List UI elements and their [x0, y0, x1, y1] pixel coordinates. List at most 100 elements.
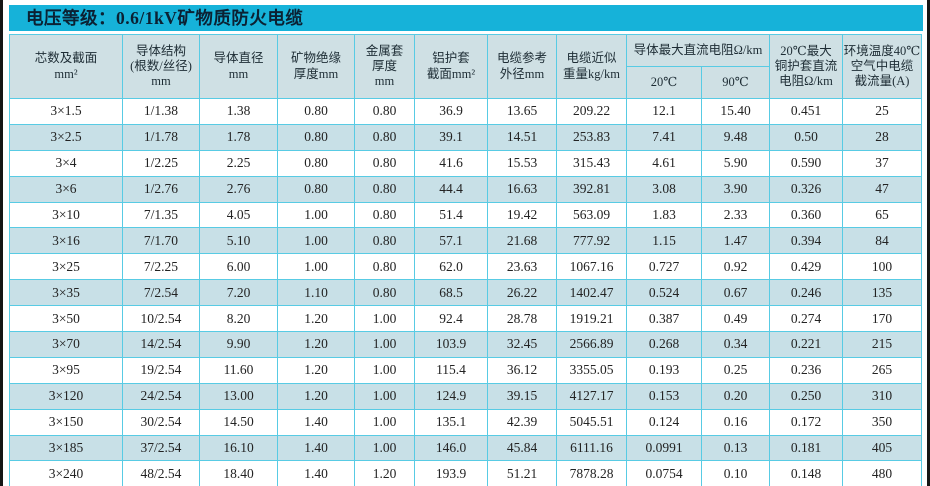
cell: 3×150 [9, 408, 123, 436]
header-mineral-insulation: 矿物绝缘 厚度mm [277, 34, 355, 99]
cell: 26.22 [487, 279, 557, 307]
cell: 103.9 [414, 331, 488, 358]
table-row: 3×2.5 1/1.78 1.78 0.80 0.80 39.1 14.51 253.83 7.… [9, 123, 922, 151]
cell: 28.78 [487, 305, 557, 333]
cell: 14.50 [199, 408, 278, 436]
cell: 3×25 [9, 253, 123, 281]
cell: 0.148 [769, 460, 843, 486]
cell: 47 [842, 175, 922, 203]
cell: 1/1.78 [122, 123, 200, 151]
cell: 1.00 [354, 305, 415, 333]
cell: 563.09 [556, 201, 627, 229]
cell: 30/2.54 [122, 408, 200, 436]
table-row: 3×4 1/2.25 2.25 0.80 0.80 41.6 15.53 315.43 4.61… [9, 149, 922, 177]
table-body: 3×1.5 1/1.38 1.38 0.80 0.80 36.9 13.65 209.22 12… [9, 98, 922, 486]
cell: 12.1 [626, 98, 702, 125]
cell: 0.80 [354, 227, 415, 255]
cell: 7/1.35 [122, 201, 200, 229]
cell: 265 [842, 356, 922, 384]
cell: 92.4 [414, 305, 488, 333]
table-row: 3×240 48/2.54 18.40 1.40 1.20 193.9 51.21 7878.… [9, 460, 922, 486]
cell: 135.1 [414, 408, 488, 436]
cell: 1.20 [354, 460, 415, 486]
cell: 0.80 [277, 123, 355, 151]
cell: 39.15 [487, 382, 557, 410]
cell: 0.246 [769, 279, 843, 307]
cell: 0.80 [277, 98, 355, 125]
cell: 209.22 [556, 98, 627, 125]
cell: 2.25 [199, 149, 278, 177]
cell: 28 [842, 123, 922, 151]
header-row-sub: 20℃ 90℃ [10, 66, 922, 99]
cell: 193.9 [414, 460, 488, 486]
cell: 36.12 [487, 356, 557, 384]
cell: 170 [842, 305, 922, 333]
cell: 0.524 [626, 279, 702, 307]
header-metal-sheath: 金属套 厚度 mm [354, 34, 415, 99]
cell: 1.00 [277, 201, 355, 229]
cell: 4.61 [626, 149, 702, 177]
cell: 5.90 [701, 149, 770, 177]
cell: 23.63 [487, 253, 557, 281]
header-cores-section: 芯数及截面 mm² [9, 34, 123, 99]
cell: 24/2.54 [122, 382, 200, 410]
cell: 0.360 [769, 201, 843, 229]
cell: 0.326 [769, 175, 843, 203]
cell: 68.5 [414, 279, 488, 307]
header-row-top: 芯数及截面 mm² 导体结构 (根数/丝径) mm 导体直径 mm 矿物绝缘 厚… [9, 34, 922, 99]
cell: 0.172 [769, 408, 843, 436]
cell: 0.250 [769, 382, 843, 410]
table-row: 3×1.5 1/1.38 1.38 0.80 0.80 36.9 13.65 209.22 12… [9, 98, 922, 125]
cell: 7/2.54 [122, 279, 200, 307]
cell: 16.63 [487, 175, 557, 203]
cell: 0.10 [701, 460, 770, 486]
cell: 13.65 [487, 98, 557, 125]
cell: 115.4 [414, 356, 488, 384]
header-conductor-structure: 导体结构 (根数/丝径) mm [122, 34, 200, 99]
cell: 0.274 [769, 305, 843, 333]
cell: 135 [842, 279, 922, 307]
cell: 0.590 [769, 149, 843, 177]
cell: 13.00 [199, 382, 278, 410]
cell: 21.68 [487, 227, 557, 255]
cell: 310 [842, 382, 922, 410]
cell: 0.80 [354, 201, 415, 229]
cell: 0.236 [769, 356, 843, 384]
cell: 48/2.54 [122, 460, 200, 486]
cell: 7/1.70 [122, 227, 200, 255]
cell: 0.13 [701, 434, 770, 462]
cell: 0.49 [701, 305, 770, 333]
cell: 100 [842, 253, 922, 281]
cell: 1067.16 [556, 253, 627, 281]
cell: 25 [842, 98, 922, 125]
cell: 1.00 [277, 253, 355, 281]
cell: 5.10 [199, 227, 278, 255]
cell: 0.80 [277, 175, 355, 203]
cell: 3×50 [9, 305, 123, 333]
header-ampacity: 环境温度40℃ 空气中电缆 截流量(A) [842, 34, 922, 99]
cell: 37/2.54 [122, 434, 200, 462]
cell: 44.4 [414, 175, 488, 203]
cell: 0.80 [277, 149, 355, 177]
cell: 7878.28 [556, 460, 627, 486]
cell: 0.387 [626, 305, 702, 333]
cell: 1.00 [354, 382, 415, 410]
cell: 1.00 [354, 356, 415, 384]
cell: 1.20 [277, 382, 355, 410]
cell: 1.38 [199, 98, 278, 125]
cell: 1.47 [701, 227, 770, 255]
cell: 3×16 [9, 227, 123, 255]
cell: 1.83 [626, 201, 702, 229]
table-title-bar: 电压等级：0.6/1kV矿物质防火电缆 [9, 5, 923, 31]
cell: 1.10 [277, 279, 355, 307]
cell: 36.9 [414, 98, 488, 125]
cell: 0.153 [626, 382, 702, 410]
cell: 14.51 [487, 123, 557, 151]
table-row: 3×150 30/2.54 14.50 1.40 1.00 135.1 42.39 5045.… [9, 408, 922, 436]
cell: 0.0991 [626, 434, 702, 462]
header-dc-resistance-group: 导体最大直流电阻Ω/km [626, 34, 770, 67]
cell: 0.80 [354, 253, 415, 281]
cell: 39.1 [414, 123, 488, 151]
cell: 1.78 [199, 123, 278, 151]
